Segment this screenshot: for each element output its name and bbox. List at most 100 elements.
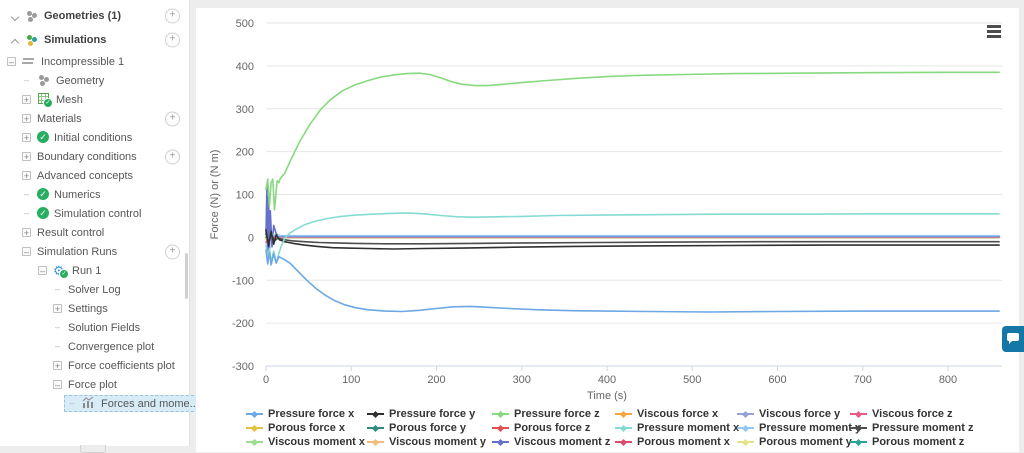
legend-label: Porous moment x xyxy=(637,436,730,448)
expand-icon[interactable]: + xyxy=(53,304,62,314)
chevron-up-icon[interactable] xyxy=(10,36,20,47)
legend-item-viscous-force-y[interactable]: Viscous force y xyxy=(737,407,850,421)
tree-item-incompressible-1[interactable]: – Incompressible 1 xyxy=(0,52,189,71)
y-tick-label: 400 xyxy=(236,61,254,73)
legend-item-porous-force-x[interactable]: Porous force x xyxy=(246,421,367,435)
legend-item-pressure-force-x[interactable]: Pressure force x xyxy=(246,407,367,421)
legend-item-viscous-moment-x[interactable]: Viscous moment x xyxy=(246,435,367,449)
tree-item-simulation-control[interactable]: – Simulation control xyxy=(0,204,189,223)
tree-item-result-control[interactable]: + Result control xyxy=(0,223,189,242)
chat-button[interactable] xyxy=(1002,326,1024,352)
tree-item-geometry[interactable]: – Geometry xyxy=(0,71,189,90)
legend-item-pressure-moment-y[interactable]: Pressure moment y xyxy=(737,421,861,435)
leaf-dash-icon: – xyxy=(23,189,29,199)
collapse-icon[interactable]: – xyxy=(38,266,47,276)
chat-icon xyxy=(1007,333,1019,344)
leaf-dash-icon: – xyxy=(23,208,29,218)
expand-icon[interactable]: + xyxy=(22,152,31,162)
add-button[interactable]: + xyxy=(165,149,180,164)
y-tick-label: -200 xyxy=(232,318,254,330)
x-tick-label: 0 xyxy=(263,374,269,386)
force-plot: -300 -200 -100 0 100 200 300 400 500 0 100 200 300 40… xyxy=(209,18,1002,402)
expand-icon[interactable]: + xyxy=(22,114,31,124)
x-tick-label: 600 xyxy=(768,374,786,386)
add-button[interactable]: + xyxy=(165,244,180,259)
tree-item-label: Simulations xyxy=(44,34,107,46)
force-plot-card: -300 -200 -100 0 100 200 300 400 500 0 100 200 300 40… xyxy=(196,8,1019,452)
tree-item-forces-and-mome[interactable]: – Forces and mome... xyxy=(0,394,204,413)
legend-item-porous-force-z[interactable]: Porous force z xyxy=(492,421,615,435)
tree-item-simulation-runs[interactable]: – Simulation Runs + xyxy=(0,242,189,261)
series-pressure-force-z xyxy=(265,71,1000,211)
add-button[interactable]: + xyxy=(165,8,180,24)
x-tick-label: 300 xyxy=(513,374,531,386)
legend-item-porous-moment-z[interactable]: Porous moment z xyxy=(850,435,964,449)
tree-item-solution-fields[interactable]: – Solution Fields xyxy=(0,318,189,337)
expand-icon[interactable]: + xyxy=(22,133,31,143)
legend-item-viscous-force-z[interactable]: Viscous force z xyxy=(850,407,960,421)
legend-item-porous-moment-y[interactable]: Porous moment y xyxy=(737,435,852,449)
tree-item-solver-log[interactable]: – Solver Log xyxy=(0,280,189,299)
tree-item-simulations[interactable]: Simulations + xyxy=(0,28,189,52)
tree-item-materials[interactable]: + Materials + xyxy=(0,109,189,128)
mesh-icon: ✓ xyxy=(37,93,53,108)
legend-item-pressure-force-y[interactable]: Pressure force y xyxy=(367,407,492,421)
x-tick-label: 700 xyxy=(854,374,872,386)
geometry-icon xyxy=(37,74,52,87)
tree-item-force-coefficients-plot[interactable]: + Force coefficients plot xyxy=(0,356,189,375)
legend-marker-icon xyxy=(615,438,632,447)
legend-item-porous-force-y[interactable]: Porous force y xyxy=(367,421,492,435)
expand-icon[interactable]: + xyxy=(53,361,62,371)
y-tick-label: 0 xyxy=(248,232,254,244)
legend-marker-icon xyxy=(367,410,384,419)
tree-item-label: Advanced concepts xyxy=(37,169,134,182)
expand-icon[interactable]: + xyxy=(22,171,31,181)
expand-icon[interactable]: + xyxy=(22,95,31,105)
legend-label: Pressure force x xyxy=(268,408,355,420)
legend-item-viscous-moment-z[interactable]: Viscous moment z xyxy=(492,435,615,449)
tree-item-label: Geometry xyxy=(56,74,105,87)
series-pressure-force-x xyxy=(265,249,1000,313)
tree-item-convergence-plot[interactable]: – Convergence plot xyxy=(0,337,189,356)
collapse-icon[interactable]: – xyxy=(7,57,16,67)
expand-icon[interactable]: + xyxy=(22,228,31,238)
legend-item-viscous-force-x[interactable]: Viscous force x xyxy=(615,407,737,421)
legend-item-viscous-moment-y[interactable]: Viscous moment y xyxy=(367,435,492,449)
tree-item-run-1[interactable]: –⚙✓Run 1 xyxy=(0,261,189,280)
leaf-dash-icon: – xyxy=(68,398,74,408)
tree-item-boundary-conditions[interactable]: + Boundary conditions + xyxy=(0,147,189,166)
tree-item-label: Result control xyxy=(37,226,105,239)
tree-item-force-plot[interactable]: – Force plot xyxy=(0,375,189,394)
collapse-icon[interactable]: – xyxy=(53,380,62,390)
legend-label: Pressure force y xyxy=(389,408,476,420)
legend-item-pressure-force-z[interactable]: Pressure force z xyxy=(492,407,615,421)
tree-item-numerics[interactable]: – Numerics xyxy=(0,185,189,204)
add-button[interactable]: + xyxy=(165,32,180,48)
legend-marker-icon xyxy=(246,410,263,419)
legend-item-porous-moment-x[interactable]: Porous moment x xyxy=(615,435,737,449)
tree-item-label: Incompressible 1 xyxy=(41,55,125,68)
check-icon xyxy=(37,207,50,220)
legend-label: Porous moment z xyxy=(872,436,965,448)
tree-item-mesh[interactable]: + ✓ Mesh xyxy=(0,90,189,109)
leaf-dash-icon: – xyxy=(23,75,29,85)
collapse-icon[interactable]: – xyxy=(22,247,31,257)
legend-label: Viscous moment y xyxy=(389,436,486,448)
legend-item-pressure-moment-z[interactable]: Pressure moment z xyxy=(850,421,973,435)
legend-label: Viscous force z xyxy=(872,408,953,420)
legend-marker-icon xyxy=(367,438,384,447)
hamburger-menu-icon[interactable] xyxy=(987,25,1001,40)
sidebar-scrollbar[interactable] xyxy=(185,253,188,299)
legend-marker-icon xyxy=(492,424,509,433)
check-icon xyxy=(37,188,50,201)
legend-item-pressure-moment-x[interactable]: Pressure moment x xyxy=(615,421,739,435)
tree-item-geometries-1[interactable]: Geometries (1) + xyxy=(0,4,189,28)
tree-item-initial-conditions[interactable]: + Initial conditions xyxy=(0,128,189,147)
add-button[interactable]: + xyxy=(165,111,180,126)
tree-item-label: Numerics xyxy=(54,188,101,201)
chevron-down-icon[interactable] xyxy=(10,12,20,21)
tree-item-advanced-concepts[interactable]: + Advanced concepts xyxy=(0,166,189,185)
y-tick-label: 300 xyxy=(236,104,254,116)
tree-item-label: Initial conditions xyxy=(54,131,133,144)
tree-item-settings[interactable]: + Settings xyxy=(0,299,189,318)
